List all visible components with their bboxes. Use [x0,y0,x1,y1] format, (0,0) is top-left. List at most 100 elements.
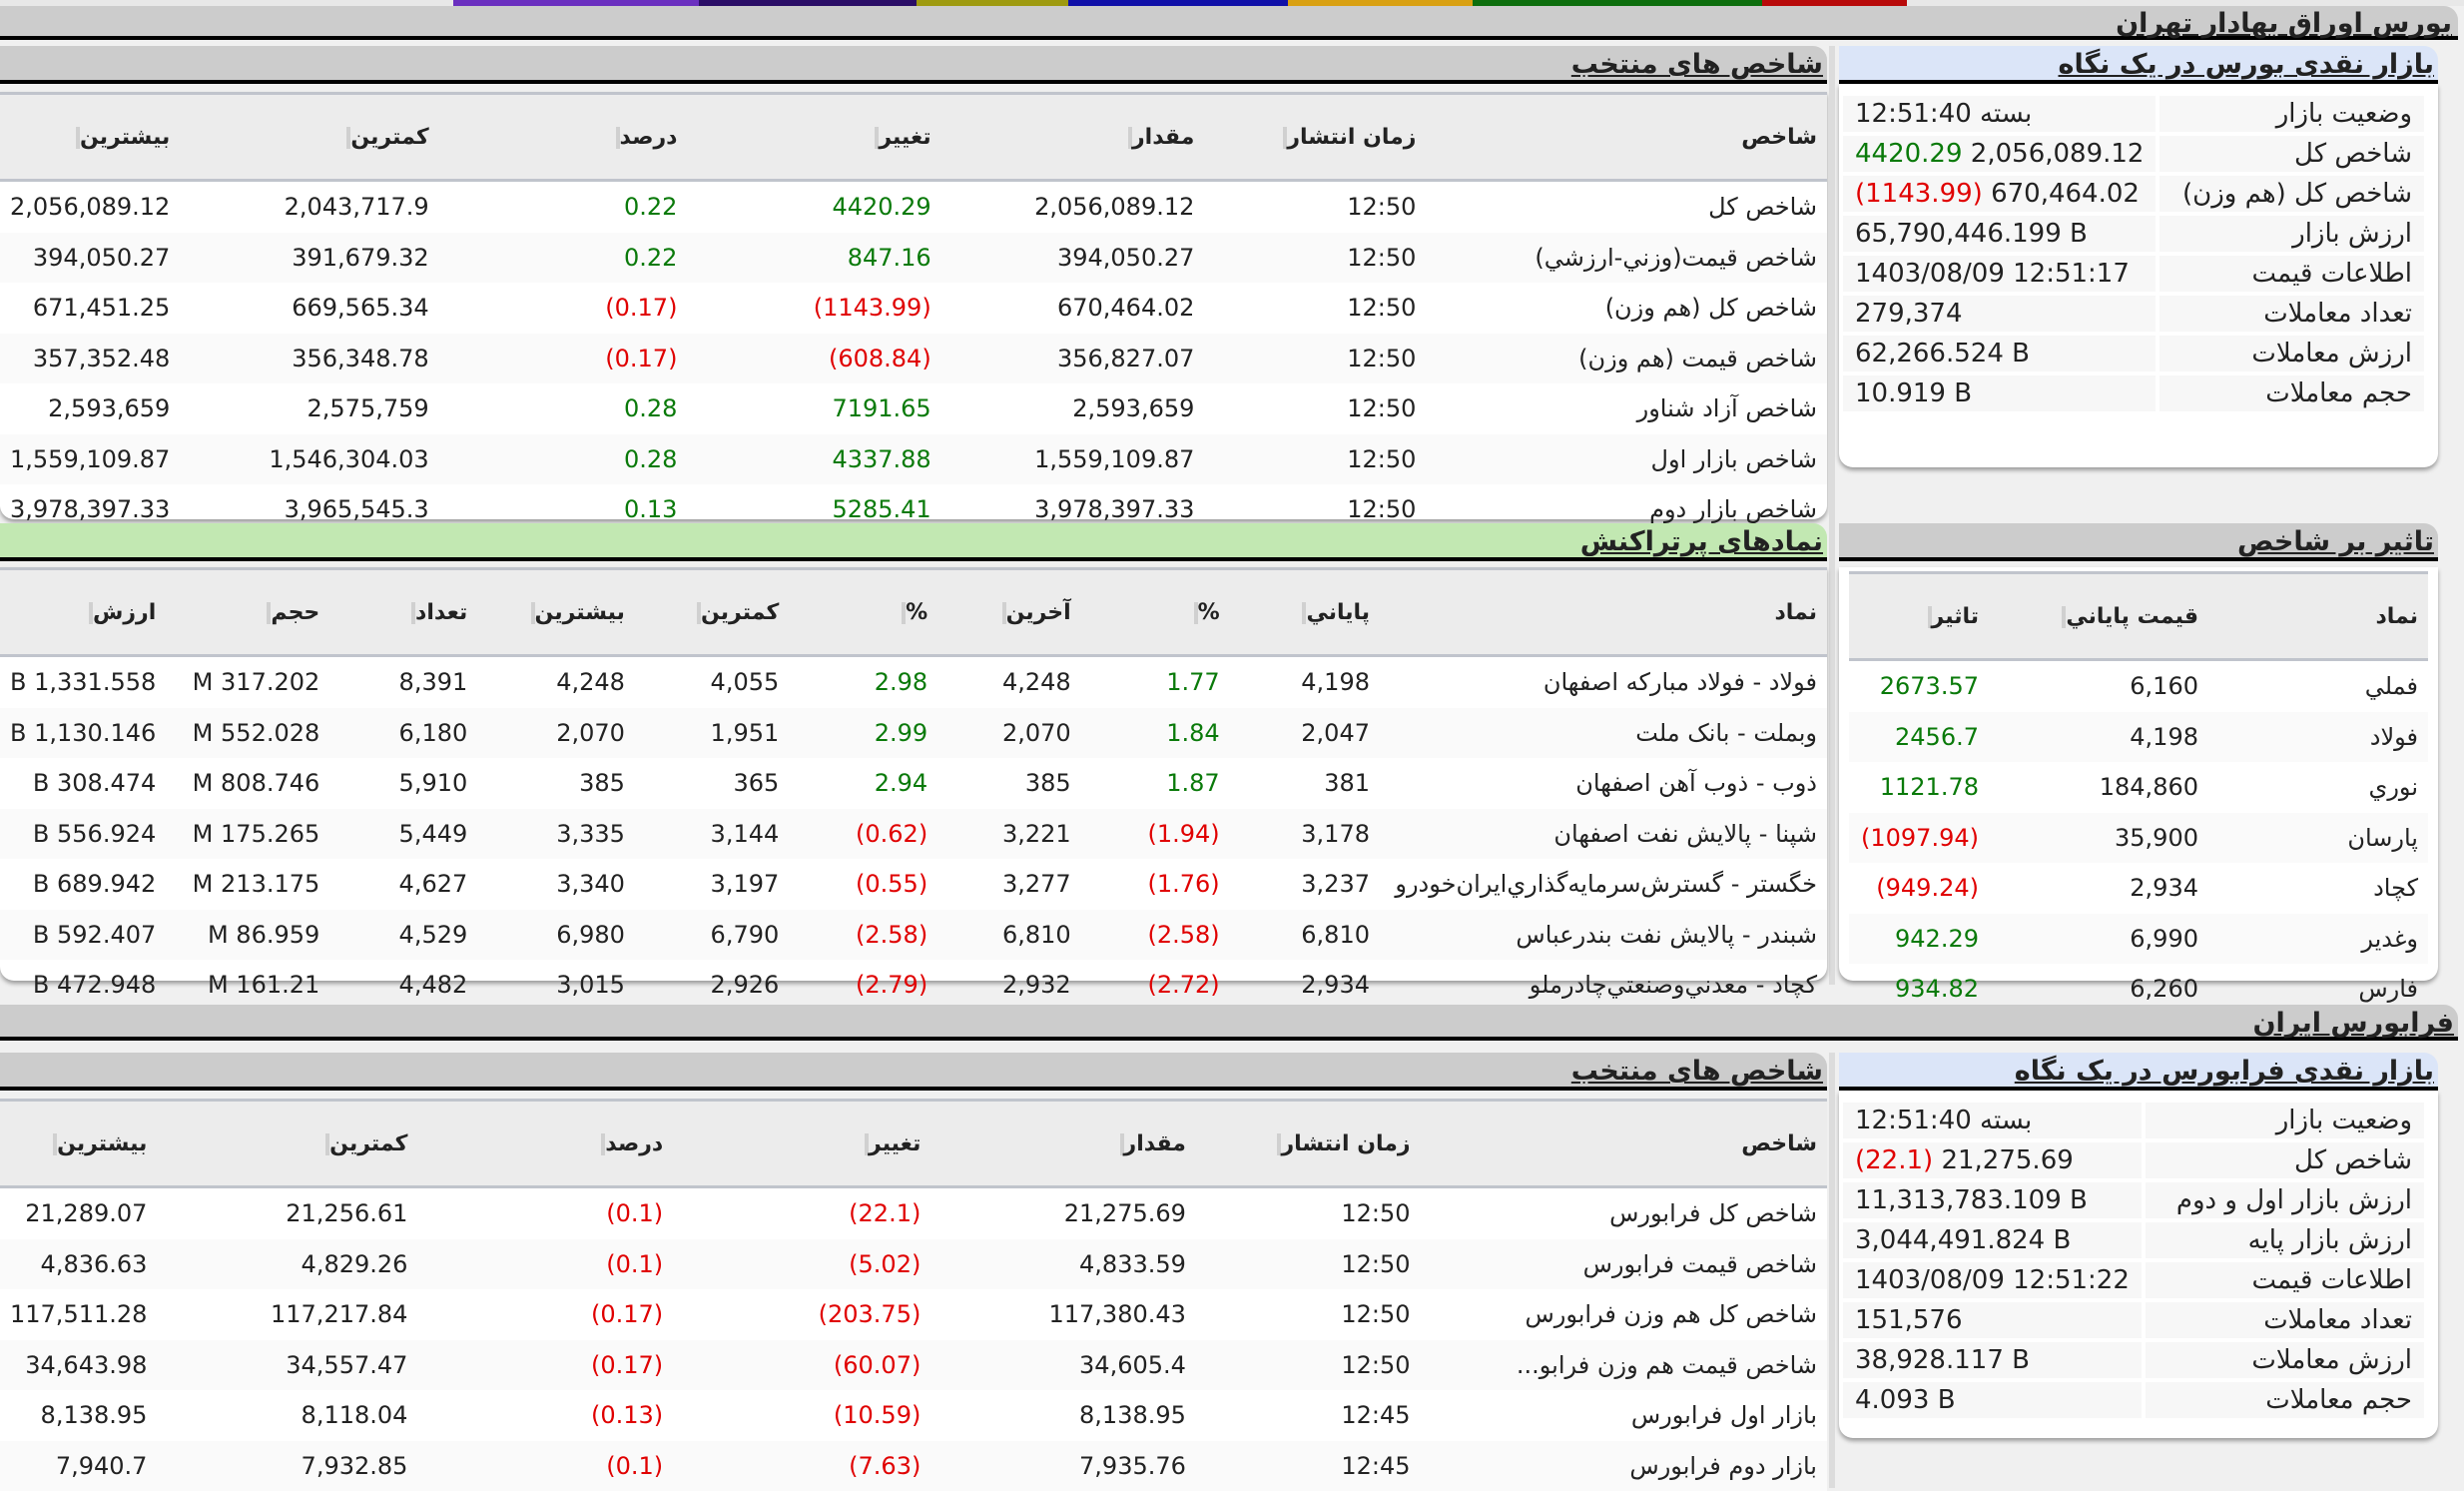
cell-impact: (949.24) [1849,863,1989,914]
cell-count: 5,449 [329,809,477,860]
cell-symbol: شپنا - پالايش نفت اصفهان [1380,809,1827,860]
summary-value: 279,374 [1855,299,1963,329]
cell-impact: 1121.78 [1849,762,1989,813]
summary-value: 11,313,783.109 B [1855,1185,2088,1215]
column-header[interactable]: مقدار [941,94,1205,181]
column-header-label: مقدار [1124,1131,1186,1156]
column-header[interactable]: نماد [1380,569,1827,656]
column-header[interactable]: ارزش [0,569,166,656]
symbol-row[interactable]: خگستر - گسترش‌سرمايه‌گذاري‌ايران‌خودرو 3,… [0,859,1827,910]
summary-change: (1143.99) [1855,179,1983,209]
summary-value-cell: 279,374 [1843,296,2156,332]
column-header[interactable]: بیشترین [0,1101,157,1187]
ifb-glance-title: بازار نقدی فرابورس در یک نگاه [2015,1053,2434,1091]
summary-value-wrap: 151,576 [1855,1305,1963,1335]
cell-name: شاخص قيمت فرابورس [1421,1239,1827,1290]
cell-value: 8,138.95 [930,1390,1196,1441]
cell-high: 7,940.7 [0,1441,157,1491]
column-header[interactable]: زمان انتشار [1196,1101,1421,1187]
column-header-label: پاياني [1306,600,1370,625]
cell-close_pct: 1.77 [1081,656,1230,708]
cell-change: (1143.99) [687,283,940,334]
cell-close: 184,860 [1989,762,2208,813]
column-header[interactable]: تغییر [687,94,940,181]
cell-symbol: خگستر - گسترش‌سرمايه‌گذاري‌ايران‌خودرو [1380,859,1827,910]
column-header[interactable]: حجم [166,569,329,656]
cell-time: 12:45 [1196,1441,1421,1491]
column-header[interactable]: کمترين [635,569,789,656]
cell-high: 2,593,659 [0,383,180,434]
summary-row: تعداد معاملات 151,576 [1843,1302,2424,1338]
cell-close: 2,934 [1989,863,2208,914]
column-header[interactable]: % [789,569,937,656]
column-header[interactable]: مقدار [930,1101,1196,1187]
summary-label: حجم معاملات [2159,375,2424,411]
column-header[interactable]: بيشترين [477,569,635,656]
summary-label: تعداد معاملات [2159,296,2424,332]
column-header[interactable]: درصد [417,1101,673,1187]
column-header[interactable]: کمترین [180,94,438,181]
summary-value: 62,266.524 B [1855,339,2030,369]
cell-time: 12:45 [1196,1390,1421,1441]
summary-value-cell: 1403/08/09 12:51:22 [1843,1262,2142,1298]
summary-label: تعداد معاملات [2146,1302,2424,1338]
cell-change: (7.63) [673,1441,930,1491]
cell-value: 1,559,109.87 [941,434,1205,485]
cell-close: 381 [1230,758,1380,809]
column-header[interactable]: تعداد [329,569,477,656]
column-header[interactable]: کمترین [157,1101,417,1187]
cell-time: 12:50 [1204,233,1426,284]
column-header[interactable]: تغییر [673,1101,930,1187]
summary-value: 3,044,491.824 B [1855,1225,2071,1255]
cell-pct: (0.17) [439,334,688,384]
column-header[interactable]: بیشترین [0,94,180,181]
cell-volume: 808.746 M [166,758,329,809]
summary-value-wrap: 1403/08/09 12:51:22 [1855,1265,2130,1295]
column-header[interactable]: درصد [439,94,688,181]
column-header[interactable]: شاخص [1421,1101,1827,1187]
column-header[interactable]: پاياني [1230,569,1380,656]
column-header-label: مقدار [1132,125,1194,150]
column-header[interactable]: نماد [2208,573,2428,660]
column-header[interactable]: زمان انتشار [1204,94,1426,181]
cell-close: 6,810 [1230,910,1380,961]
cell-last_pct: (2.58) [789,910,937,961]
ifb-section-title: فرابورس ایران [2253,1005,2455,1043]
summary-value-cell: 1403/08/09 12:51:17 [1843,256,2156,292]
column-header[interactable]: شاخص [1426,94,1827,181]
column-header[interactable]: قيمت پاياني [1989,573,2208,660]
cell-value: 472.948 B [0,960,166,1011]
column-header[interactable]: آخرين [937,569,1081,656]
column-header[interactable]: تاثير [1849,573,1989,660]
summary-value-cell: (1143.99) 670,464.02 [1843,176,2156,212]
column-header[interactable]: % [1081,569,1230,656]
cell-last: 3,277 [937,859,1081,910]
